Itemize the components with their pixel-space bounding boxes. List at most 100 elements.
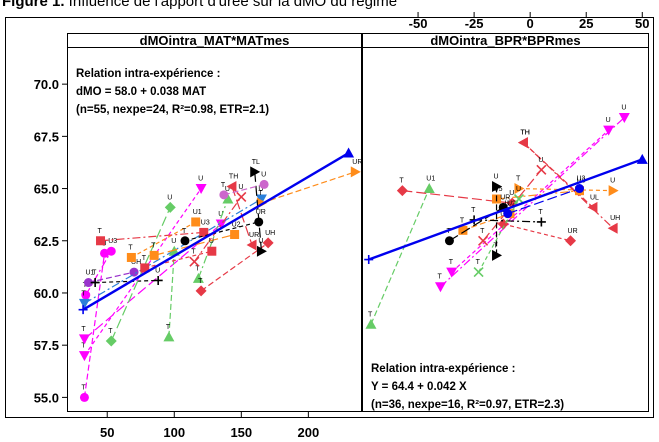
regression-endpoint	[364, 255, 374, 265]
point-label: U	[606, 117, 611, 124]
series-segment	[144, 250, 212, 269]
point-label: U	[218, 211, 223, 218]
data-point	[517, 137, 528, 149]
point-label: U3	[201, 219, 210, 226]
series-segment	[168, 251, 175, 337]
series-segment	[496, 190, 580, 200]
point-label: U1	[85, 270, 94, 277]
x-tick-label: 25	[579, 16, 593, 31]
data-point	[105, 335, 117, 347]
data-point	[607, 222, 618, 234]
data-point	[149, 250, 159, 260]
data-point	[608, 185, 619, 197]
point-label: U	[155, 267, 160, 274]
annotation-line: (n=36, nexpe=16, R²=0.97, ETR=2.3)	[371, 399, 564, 411]
data-point	[83, 278, 93, 288]
point-label: T	[399, 178, 404, 185]
x-tick-label: -25	[465, 16, 484, 31]
figure-caption-text: Influence de l'apport d'urée sur la dMO …	[64, 0, 398, 10]
data-point	[90, 278, 100, 288]
series-segment	[503, 223, 571, 242]
point-label: TH	[229, 173, 238, 180]
regression-endpoint	[78, 305, 88, 315]
annotation-line: Relation intra-expérience :	[371, 363, 515, 375]
data-point	[473, 267, 484, 278]
point-label: T	[81, 343, 86, 350]
point-label: T	[480, 228, 485, 235]
point-label: UH	[610, 215, 620, 222]
data-point	[536, 164, 547, 175]
point-label: T	[198, 278, 203, 285]
point-label: U	[500, 211, 505, 218]
data-point	[350, 166, 361, 178]
regression-line	[82, 152, 350, 311]
series-segment	[462, 213, 511, 231]
data-point	[492, 249, 503, 261]
point-label: T	[437, 274, 442, 281]
point-label: T	[471, 207, 476, 214]
data-point	[250, 166, 261, 178]
point-label: T	[460, 217, 465, 224]
point-label: UL	[590, 194, 599, 201]
point-label: T	[195, 265, 200, 272]
data-point	[262, 237, 274, 249]
x-tick-label: 0	[527, 16, 534, 31]
point-label: T	[182, 228, 187, 235]
data-point	[164, 201, 176, 213]
series-segment	[440, 117, 625, 288]
data-point	[365, 318, 377, 329]
point-label: T	[368, 311, 373, 318]
point-label: T	[128, 244, 133, 251]
y-tick-label: 62.5	[34, 234, 59, 249]
data-point	[565, 235, 577, 247]
point-label: U1	[426, 176, 435, 183]
annotation-line: (n=55, nexpe=24, R²=0.98, ETR=2.1)	[76, 104, 269, 116]
regression-line	[368, 158, 643, 261]
point-label: U	[494, 173, 499, 180]
panel-title: dMOintra_BPR*BPRmes	[430, 33, 580, 48]
point-label: U	[538, 157, 543, 164]
point-label: T	[258, 190, 263, 197]
point-label: UR	[568, 228, 578, 235]
point-label: U	[261, 171, 266, 178]
point-label: UR	[249, 232, 259, 239]
data-point	[140, 263, 150, 273]
data-point	[129, 267, 139, 277]
series-segment	[523, 142, 614, 229]
data-point	[191, 217, 201, 227]
point-label: U1	[193, 209, 202, 216]
point-label: U	[198, 176, 203, 183]
data-point	[618, 113, 630, 124]
series-segment	[523, 142, 594, 208]
panel-frame	[67, 47, 362, 412]
data-point	[189, 256, 200, 267]
data-point	[574, 184, 584, 194]
regression-endpoint	[343, 147, 355, 158]
figure-frame	[5, 17, 654, 418]
point-label: T	[221, 182, 226, 189]
point-label: U2	[232, 222, 241, 229]
point-label: T	[494, 242, 499, 249]
x-tick-label: 100	[163, 425, 185, 440]
point-label: U3	[108, 238, 117, 245]
data-point	[255, 194, 267, 205]
data-point	[199, 227, 209, 237]
point-label: TH	[520, 130, 529, 137]
series-segment	[474, 219, 542, 223]
point-label: U	[225, 186, 230, 193]
data-point	[236, 191, 247, 202]
data-point	[215, 219, 227, 230]
data-point	[78, 298, 90, 309]
series-segment	[449, 206, 504, 242]
point-label: T	[81, 384, 86, 391]
series-segment	[100, 231, 204, 242]
point-label: U	[238, 184, 243, 191]
series-segment	[482, 169, 542, 242]
data-point	[192, 272, 204, 283]
data-point	[492, 180, 503, 192]
point-label: U	[171, 238, 176, 245]
panel-frame	[362, 47, 649, 412]
data-point	[230, 230, 240, 239]
x-tick-label: 200	[298, 425, 320, 440]
